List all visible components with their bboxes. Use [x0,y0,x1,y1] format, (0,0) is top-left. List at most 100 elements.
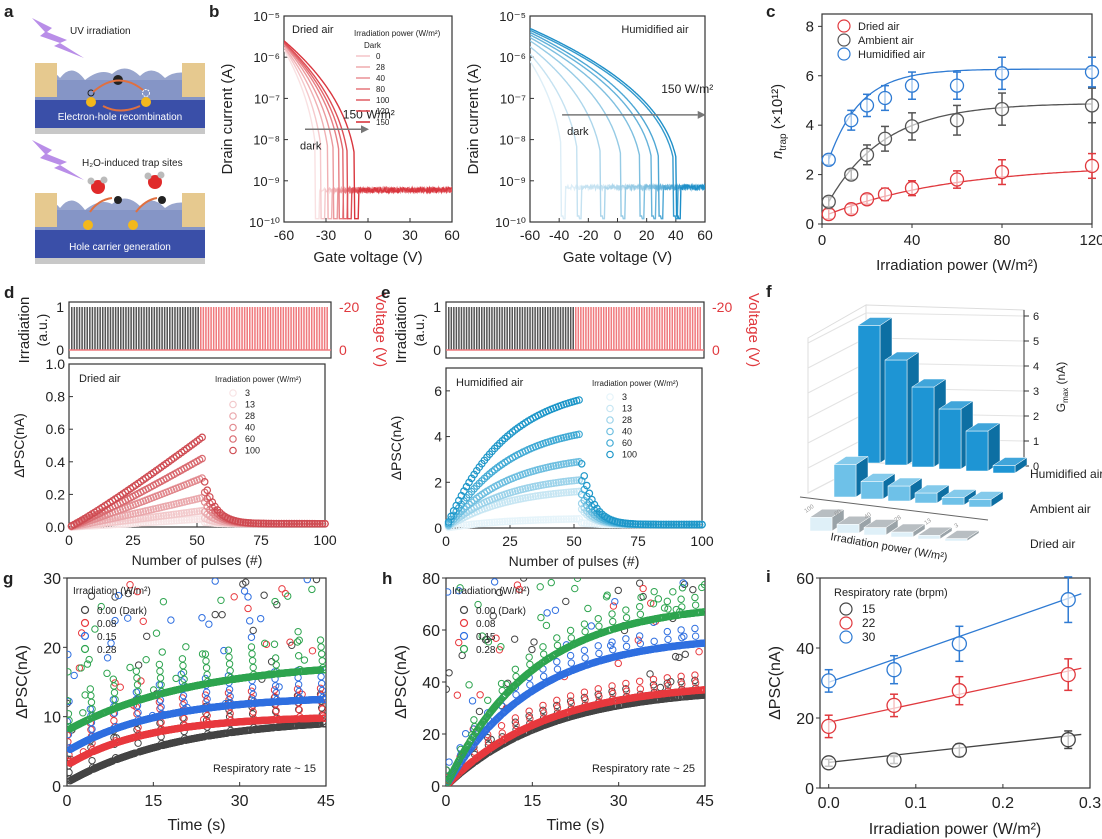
voltage-pulse [613,307,615,350]
data-point [498,729,506,737]
data-point [687,520,696,529]
irradiation-pulse [569,307,572,350]
bar-front [860,481,884,500]
data-point [256,614,265,623]
hole-icon [86,97,96,107]
irradiation-pulse [135,307,138,350]
data-point [247,633,256,641]
bar-front [938,408,962,470]
voltage-pulse [241,307,243,350]
data-point [549,479,558,487]
data-point [322,695,326,704]
data-point [559,477,568,486]
bar-front [914,492,938,504]
legend-entry: 40 [245,423,255,433]
data-point [249,690,257,699]
voltage-pulse [207,307,210,350]
legend-entry: 28 [376,63,385,72]
data-point [475,707,484,716]
irradiation-pulse [150,307,153,350]
series-3 [67,585,326,733]
irradiation-pulse [481,307,483,350]
transfer-curve [530,46,705,220]
data-point [455,638,463,647]
data-point [182,508,191,517]
data-point [316,636,325,644]
transfer-curve [530,40,705,220]
voltage-pulse [236,307,238,350]
bar-front [884,359,908,466]
substrate [35,258,205,264]
irradiation-pulse [94,307,96,350]
data-point [132,667,141,675]
bar-top [887,477,923,487]
data-point [462,521,471,529]
irradiation-pulse [554,307,557,350]
data-point [1084,158,1100,174]
y-tick-label: 4 [806,117,814,134]
transfer-curve [530,36,705,220]
irradiation-pulse [117,307,119,350]
data-point [203,695,211,703]
data-point [631,520,640,528]
series-40 [444,457,706,529]
legend-entry: 0.28 [97,645,117,656]
x-tick-label: 75 [253,532,269,548]
data-point [485,518,494,527]
data-point [88,756,96,765]
data-point [481,714,490,723]
voltage-pulse [651,307,653,350]
voltage-pulse [290,307,292,350]
bar-row-humidified-air [857,317,1028,474]
data-point [587,622,596,630]
hydrogen-atom-icon [87,177,95,185]
x-tick-label: 25 [502,533,518,549]
irradiation-pulse [148,307,150,350]
data-point [949,172,965,187]
data-point [608,638,616,646]
irradiation-pulse [526,307,529,350]
data-point [322,714,326,722]
data-point [495,588,504,597]
device-top: Electron-hole recombination [35,63,205,134]
respiratory-rate-label: Respiratory rate ~ 25 [592,763,695,775]
y-tick-label: 0.0 [46,519,66,535]
data-point [300,656,309,664]
data-point [544,515,553,524]
trapped-electron-icon [158,196,166,204]
data-point [318,519,327,528]
uv-irradiation-label: UV irradiation [70,26,131,37]
condition-label: Dried air [292,24,334,36]
voltage-pulse [225,307,228,350]
data-point [303,519,311,528]
irradiation-pulse [176,307,179,350]
irradiation-pulse [145,307,148,350]
data-point [526,681,534,689]
data-point [67,738,72,746]
data-point [562,515,571,523]
data-point [821,152,836,167]
series-100 [444,396,706,529]
irradiation-pulse [475,307,478,350]
bar-top [884,351,920,361]
data-point [195,515,204,523]
data-point [103,669,111,678]
y-tick-label: 0.6 [46,421,66,437]
data-point [178,655,187,663]
data-point [859,98,875,113]
data-point [225,660,234,668]
drain-electrode [182,193,205,227]
voltage-pulse [686,307,689,350]
data-point [635,677,644,685]
pulse-train [448,307,701,350]
legend-entry: Humidified air [858,49,926,61]
x-tick-label: 0 [364,227,372,243]
bar-front [917,535,941,540]
data-point [580,519,589,527]
data-point [126,663,134,672]
data-point [77,664,85,672]
legend-marker [606,427,614,436]
recombination-arrow [92,79,144,93]
irradiation-pulse [567,307,569,350]
